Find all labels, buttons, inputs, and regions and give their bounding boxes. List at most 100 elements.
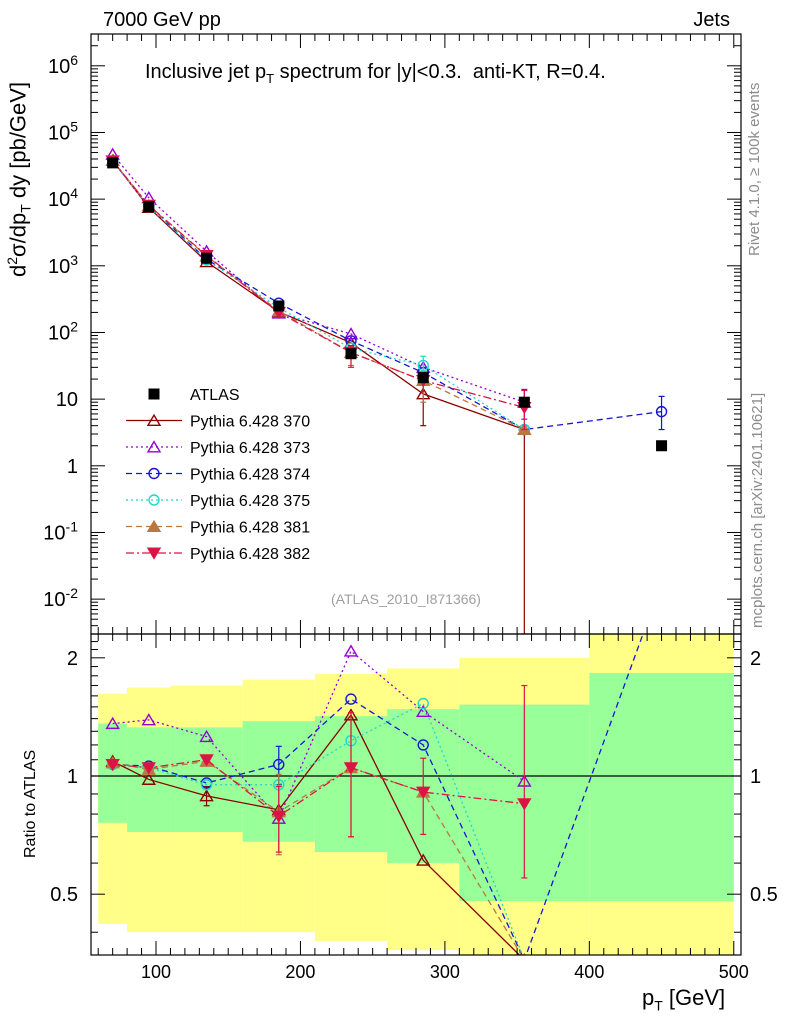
atlas-point-0 [107,157,119,169]
ratio-point-5-5 [415,786,431,799]
ratio-point-2-3 [273,758,285,771]
atlas-point-5 [417,372,429,384]
axis-ticks: 100 200 300 400 50010-210-111010210310410510… [43,33,778,982]
x-axis-label-p: p [642,985,655,1010]
ratio-y-tick-label-left-0.5: 0.5 [50,884,78,906]
atlas-point-7 [656,440,668,452]
y-axis-label-main-d: d [5,264,31,277]
legend-marker-2 [146,440,162,453]
legend-marker-5 [146,519,162,532]
atlas-point-6 [518,396,530,408]
legend-marker-3 [148,467,160,480]
ratio-point-3-2 [200,779,213,791]
main-point-3-5 [417,359,429,372]
y-axis-label-main: d2σ/dpT dy [pb/GeV] [4,82,34,277]
x-axis-label-sub: T [654,997,663,1014]
x-tick-label-400: 400 [574,962,604,982]
legend-label-5: Pythia 6.428 381 [190,520,310,537]
rivet-label: Rivet 4.1.0, ≥ 100k events [746,82,763,256]
x-axis-label-unit: [GeV] [662,985,726,1010]
ratio-point-1-4 [343,644,359,657]
main-y-tick-label-5: 103 [48,252,78,278]
atlas-point-4 [345,348,357,360]
ratio-point-5-0 [105,758,120,772]
atlas-point-3 [273,300,285,312]
legend-label-2: Pythia 6.428 373 [190,440,310,457]
ratio-point-0-1 [141,772,157,785]
legend-label-4: Pythia 6.428 375 [190,493,310,510]
category-label: Jets [693,9,730,31]
ratio-y-tick-label-right-0.5: 0.5 [750,884,778,906]
x-axis-label: pT [GeV] [642,985,725,1013]
main-y-tick-label-8: 106 [48,52,78,78]
main-y-tick-label-0: 10-2 [43,585,78,611]
ratio-point-2-5 [417,739,429,751]
y-axis-label-main-sup: 2 [4,256,20,265]
ratio-point-2-6 [521,954,528,955]
legend: ATLAS Pythia 6.428 370 Pythia 6.428 373 Pyt… [126,387,310,563]
ratio-point-2-7 [657,578,667,588]
ratio-line-2 [112,634,644,955]
y-axis-label-main-end: dy [pb/GeV] [5,81,31,205]
chart-title-part2: spectrum for |y|<0.3. anti-KT, R=0.4. [274,61,606,83]
legend-marker-6 [146,547,162,560]
chart-title-sub: T [266,71,275,86]
ratio-point-3-5 [417,697,429,710]
main-line-3 [112,160,525,431]
chart-title: Inclusive jet pT spectrum for |y|<0.3. a… [145,61,606,86]
main-point-1-4 [343,327,359,340]
main-y-tick-label-3: 10 [56,389,78,411]
atlas-point-2 [201,252,213,264]
x-tick-label-300: 300 [430,962,460,982]
legend-marker-0 [148,388,160,400]
ratio-y-tick-label-left-1: 1 [67,766,78,788]
main-line-5 [112,160,525,409]
y-axis-label-ratio: Ratio to ATLAS [22,749,39,858]
ratio-point-2-4 [345,693,357,705]
x-tick-label-100: 100 [141,962,171,982]
ratio-band-inner-0 [98,723,128,823]
ratio-point-0-6 [523,953,526,955]
analysis-label: (ATLAS_2010_I871366) [331,591,481,607]
ratio-point-1-0 [105,716,120,730]
legend-label-1: Pythia 6.428 370 [190,414,310,431]
ratio-y-tick-label-right-1: 1 [750,766,761,788]
main-y-tick-label-2: 1 [67,456,78,478]
y-axis-label-main-sub: T [17,204,34,213]
main-line-1 [112,153,525,403]
ratio-point-5-1 [141,762,157,775]
chart-title-part1: Inclusive jet p [145,61,267,83]
ratio-band-inner-7 [589,672,734,902]
legend-label-0: ATLAS [190,387,240,404]
x-tick-label-500: 500 [719,962,749,982]
main-series-layer [105,147,668,634]
ratio-point-1-2 [199,729,214,743]
legend-marker-4 [148,494,160,506]
legend-marker-1 [146,413,162,426]
ratio-point-5-6 [517,798,532,811]
main-y-tick-exponent: 6 [70,52,78,68]
main-line-4 [112,160,525,431]
atlas-point-1 [143,201,155,213]
main-y-tick-exponent: 2 [70,318,78,334]
main-y-tick-label-4: 102 [48,318,78,344]
ratio-point-5-4 [343,762,359,775]
ratio-point-0-5 [415,853,431,866]
ratio-point-3-6 [521,954,528,955]
main-y-tick-exponent: 4 [70,185,78,201]
energy-label: 7000 GeV pp [103,9,221,31]
main-frame [90,33,742,635]
x-tick-label-200: 200 [285,962,315,982]
main-y-tick-label-6: 104 [48,185,78,211]
main-y-tick-label-1: 10-1 [43,518,78,544]
ratio-series-layer [105,578,667,955]
main-line-0 [112,160,525,431]
ratio-point-0-2 [199,789,214,802]
y-axis-label-main-mid: σ/dp [5,212,31,257]
main-y-tick-exponent: -2 [66,585,79,601]
ratio-point-1-5 [415,704,431,717]
ratio-point-4-6 [523,953,526,955]
main-y-tick-label-7: 105 [48,118,78,144]
legend-label-3: Pythia 6.428 374 [190,467,310,484]
